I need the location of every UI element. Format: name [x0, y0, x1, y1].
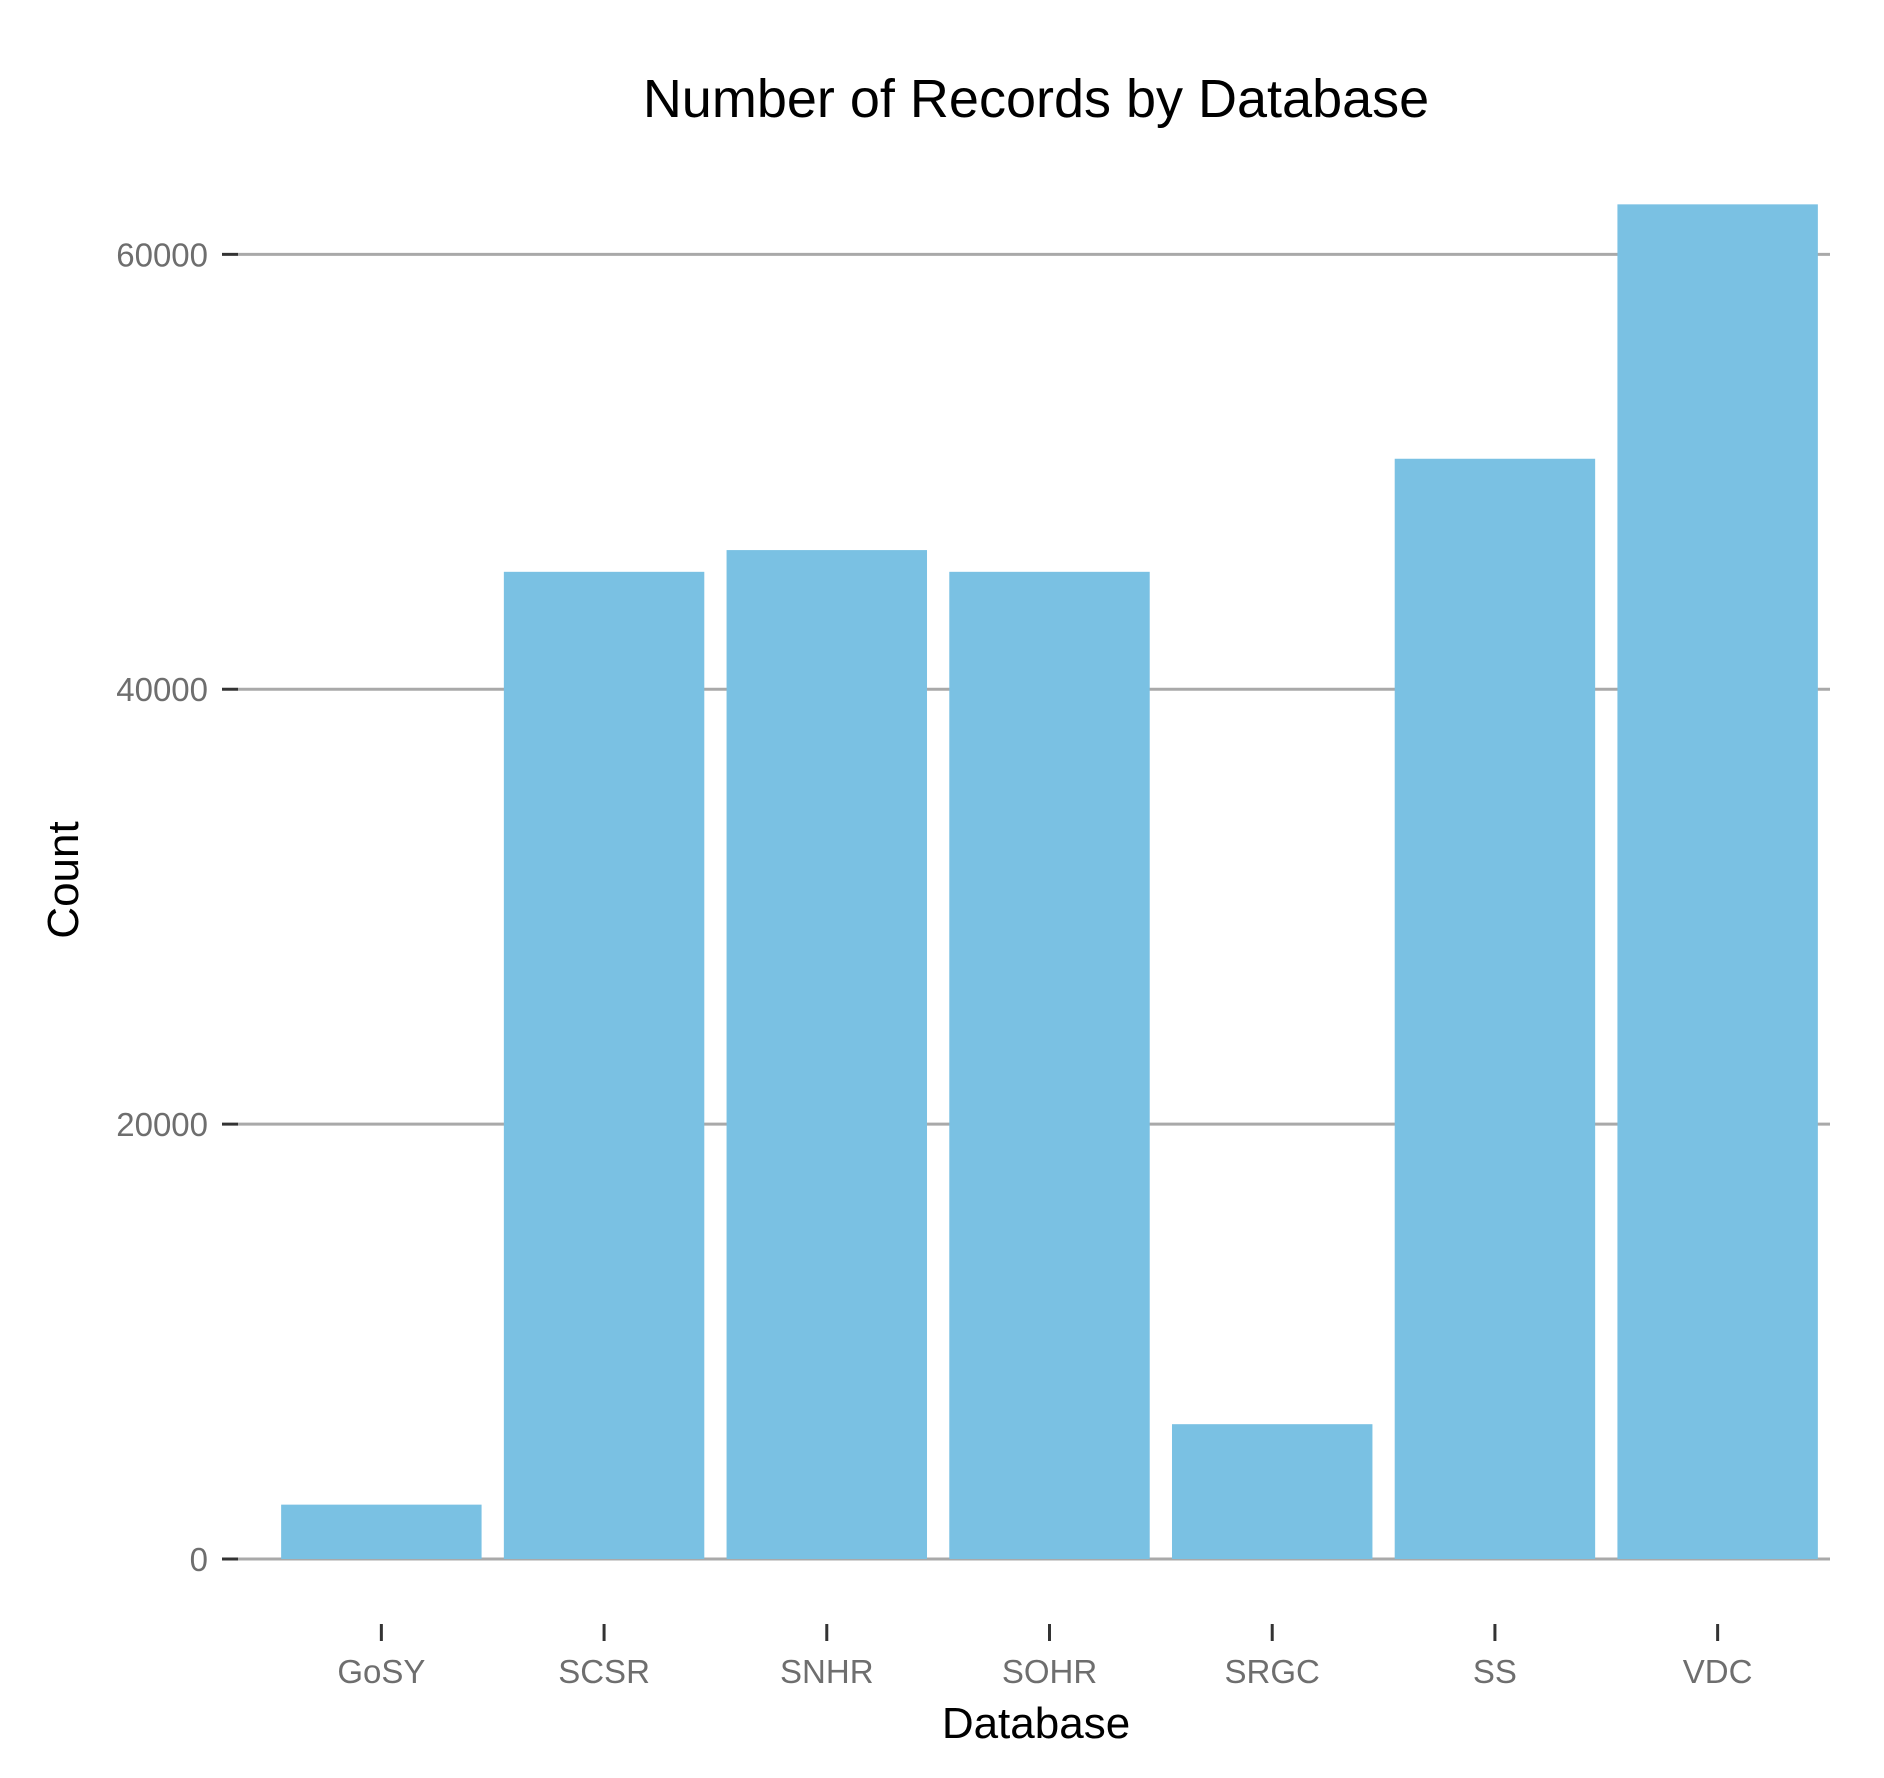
y-axis: 0 20000 40000 60000	[116, 236, 238, 1578]
x-tick-label: GoSY	[337, 1653, 425, 1690]
x-tick-label: SOHR	[1002, 1653, 1097, 1690]
y-tick-label: 40000	[116, 671, 208, 708]
bar-srgc	[1171, 1424, 1373, 1559]
bar-vdc	[1617, 204, 1818, 1560]
bar-scsr	[503, 571, 705, 1559]
bar-gosy	[281, 1504, 482, 1559]
x-tick-label: SCSR	[558, 1653, 650, 1690]
y-tick-label: 20000	[116, 1106, 208, 1143]
x-tick-label: SS	[1473, 1653, 1517, 1690]
x-tick-label: VDC	[1683, 1653, 1753, 1690]
bar-ss	[1394, 458, 1596, 1559]
x-axis-title: Database	[942, 1699, 1130, 1748]
x-axis: GoSY SCSR SNHR SOHR SRGC SS VDC	[337, 1624, 1752, 1690]
bar-sohr	[949, 571, 1150, 1559]
x-tick-label: SNHR	[780, 1653, 874, 1690]
x-tick-label: SRGC	[1225, 1653, 1320, 1690]
y-tick-label: 60000	[116, 236, 208, 273]
chart-title: Number of Records by Database	[643, 69, 1429, 129]
bar-snhr	[726, 550, 928, 1559]
y-axis-title: Count	[39, 821, 88, 938]
y-tick-label: 0	[190, 1541, 208, 1578]
bars	[281, 204, 1818, 1560]
